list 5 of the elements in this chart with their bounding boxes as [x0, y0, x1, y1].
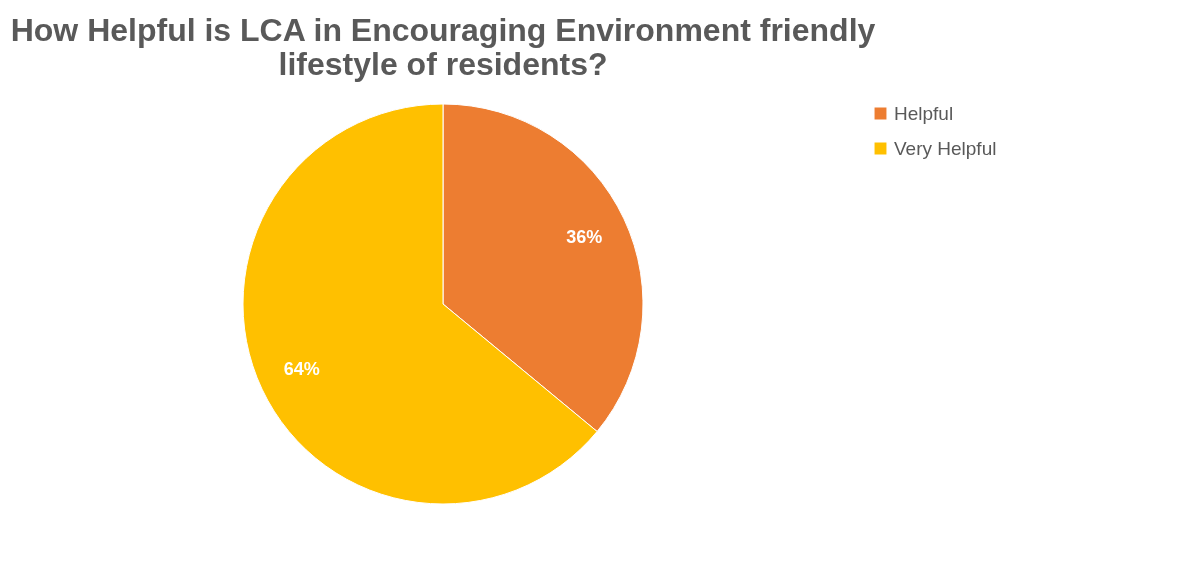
data-label: 64%	[283, 359, 320, 380]
chart-title: How Helpful is LCA in Encouraging Environment friendly lifestyle of residents?	[10, 12, 876, 82]
data-label: 36%	[566, 226, 603, 247]
legend-label: Very Helpful	[894, 137, 997, 159]
legend-label: Helpful	[894, 102, 954, 124]
